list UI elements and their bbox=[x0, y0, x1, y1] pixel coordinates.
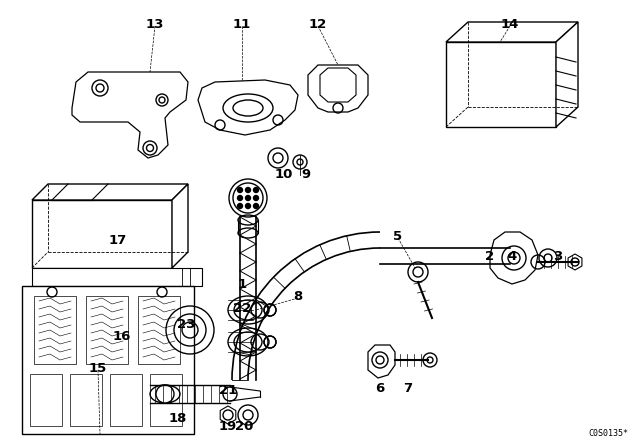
Text: 20: 20 bbox=[235, 420, 253, 433]
Text: 6: 6 bbox=[376, 382, 385, 395]
Polygon shape bbox=[32, 184, 188, 200]
Bar bbox=[32, 200, 172, 268]
Text: 16: 16 bbox=[113, 330, 131, 343]
Text: 22: 22 bbox=[233, 302, 251, 315]
Polygon shape bbox=[308, 65, 368, 112]
Circle shape bbox=[253, 195, 259, 201]
Text: 15: 15 bbox=[89, 362, 107, 375]
Polygon shape bbox=[568, 254, 582, 270]
Text: 4: 4 bbox=[508, 250, 516, 263]
Polygon shape bbox=[172, 184, 188, 268]
Text: 7: 7 bbox=[403, 382, 413, 395]
Text: 11: 11 bbox=[233, 18, 251, 31]
Polygon shape bbox=[320, 68, 356, 102]
Text: 21: 21 bbox=[219, 384, 237, 397]
Text: 5: 5 bbox=[394, 230, 403, 243]
Circle shape bbox=[246, 188, 250, 193]
Text: 8: 8 bbox=[293, 290, 303, 303]
Text: C0S0135*: C0S0135* bbox=[588, 429, 628, 438]
Text: 18: 18 bbox=[169, 412, 187, 425]
Circle shape bbox=[253, 188, 259, 193]
Polygon shape bbox=[198, 80, 298, 135]
Text: 3: 3 bbox=[554, 250, 563, 263]
Polygon shape bbox=[368, 345, 395, 378]
Bar bbox=[30, 374, 62, 426]
Text: 19: 19 bbox=[219, 420, 237, 433]
Circle shape bbox=[237, 188, 243, 193]
Polygon shape bbox=[72, 72, 188, 158]
Bar bbox=[22, 286, 194, 434]
Circle shape bbox=[156, 385, 174, 403]
Bar bbox=[34, 296, 76, 364]
Polygon shape bbox=[446, 22, 578, 42]
Text: 9: 9 bbox=[301, 168, 310, 181]
Circle shape bbox=[253, 203, 259, 208]
Circle shape bbox=[246, 195, 250, 201]
Bar bbox=[110, 374, 142, 426]
Text: 10: 10 bbox=[275, 168, 293, 181]
Bar bbox=[446, 42, 556, 127]
Text: 17: 17 bbox=[109, 234, 127, 247]
Text: 1: 1 bbox=[237, 278, 246, 291]
Bar bbox=[138, 296, 180, 364]
Text: 2: 2 bbox=[485, 250, 495, 263]
Bar bbox=[86, 296, 128, 364]
Text: 23: 23 bbox=[177, 318, 195, 331]
Polygon shape bbox=[32, 268, 202, 286]
Text: 14: 14 bbox=[501, 18, 519, 31]
Polygon shape bbox=[556, 22, 578, 127]
Circle shape bbox=[246, 203, 250, 208]
Text: 13: 13 bbox=[146, 18, 164, 31]
Text: 12: 12 bbox=[309, 18, 327, 31]
Circle shape bbox=[237, 203, 243, 208]
Bar bbox=[150, 374, 182, 426]
Polygon shape bbox=[490, 232, 538, 284]
Circle shape bbox=[237, 195, 243, 201]
Bar bbox=[70, 374, 102, 426]
Polygon shape bbox=[220, 406, 236, 424]
